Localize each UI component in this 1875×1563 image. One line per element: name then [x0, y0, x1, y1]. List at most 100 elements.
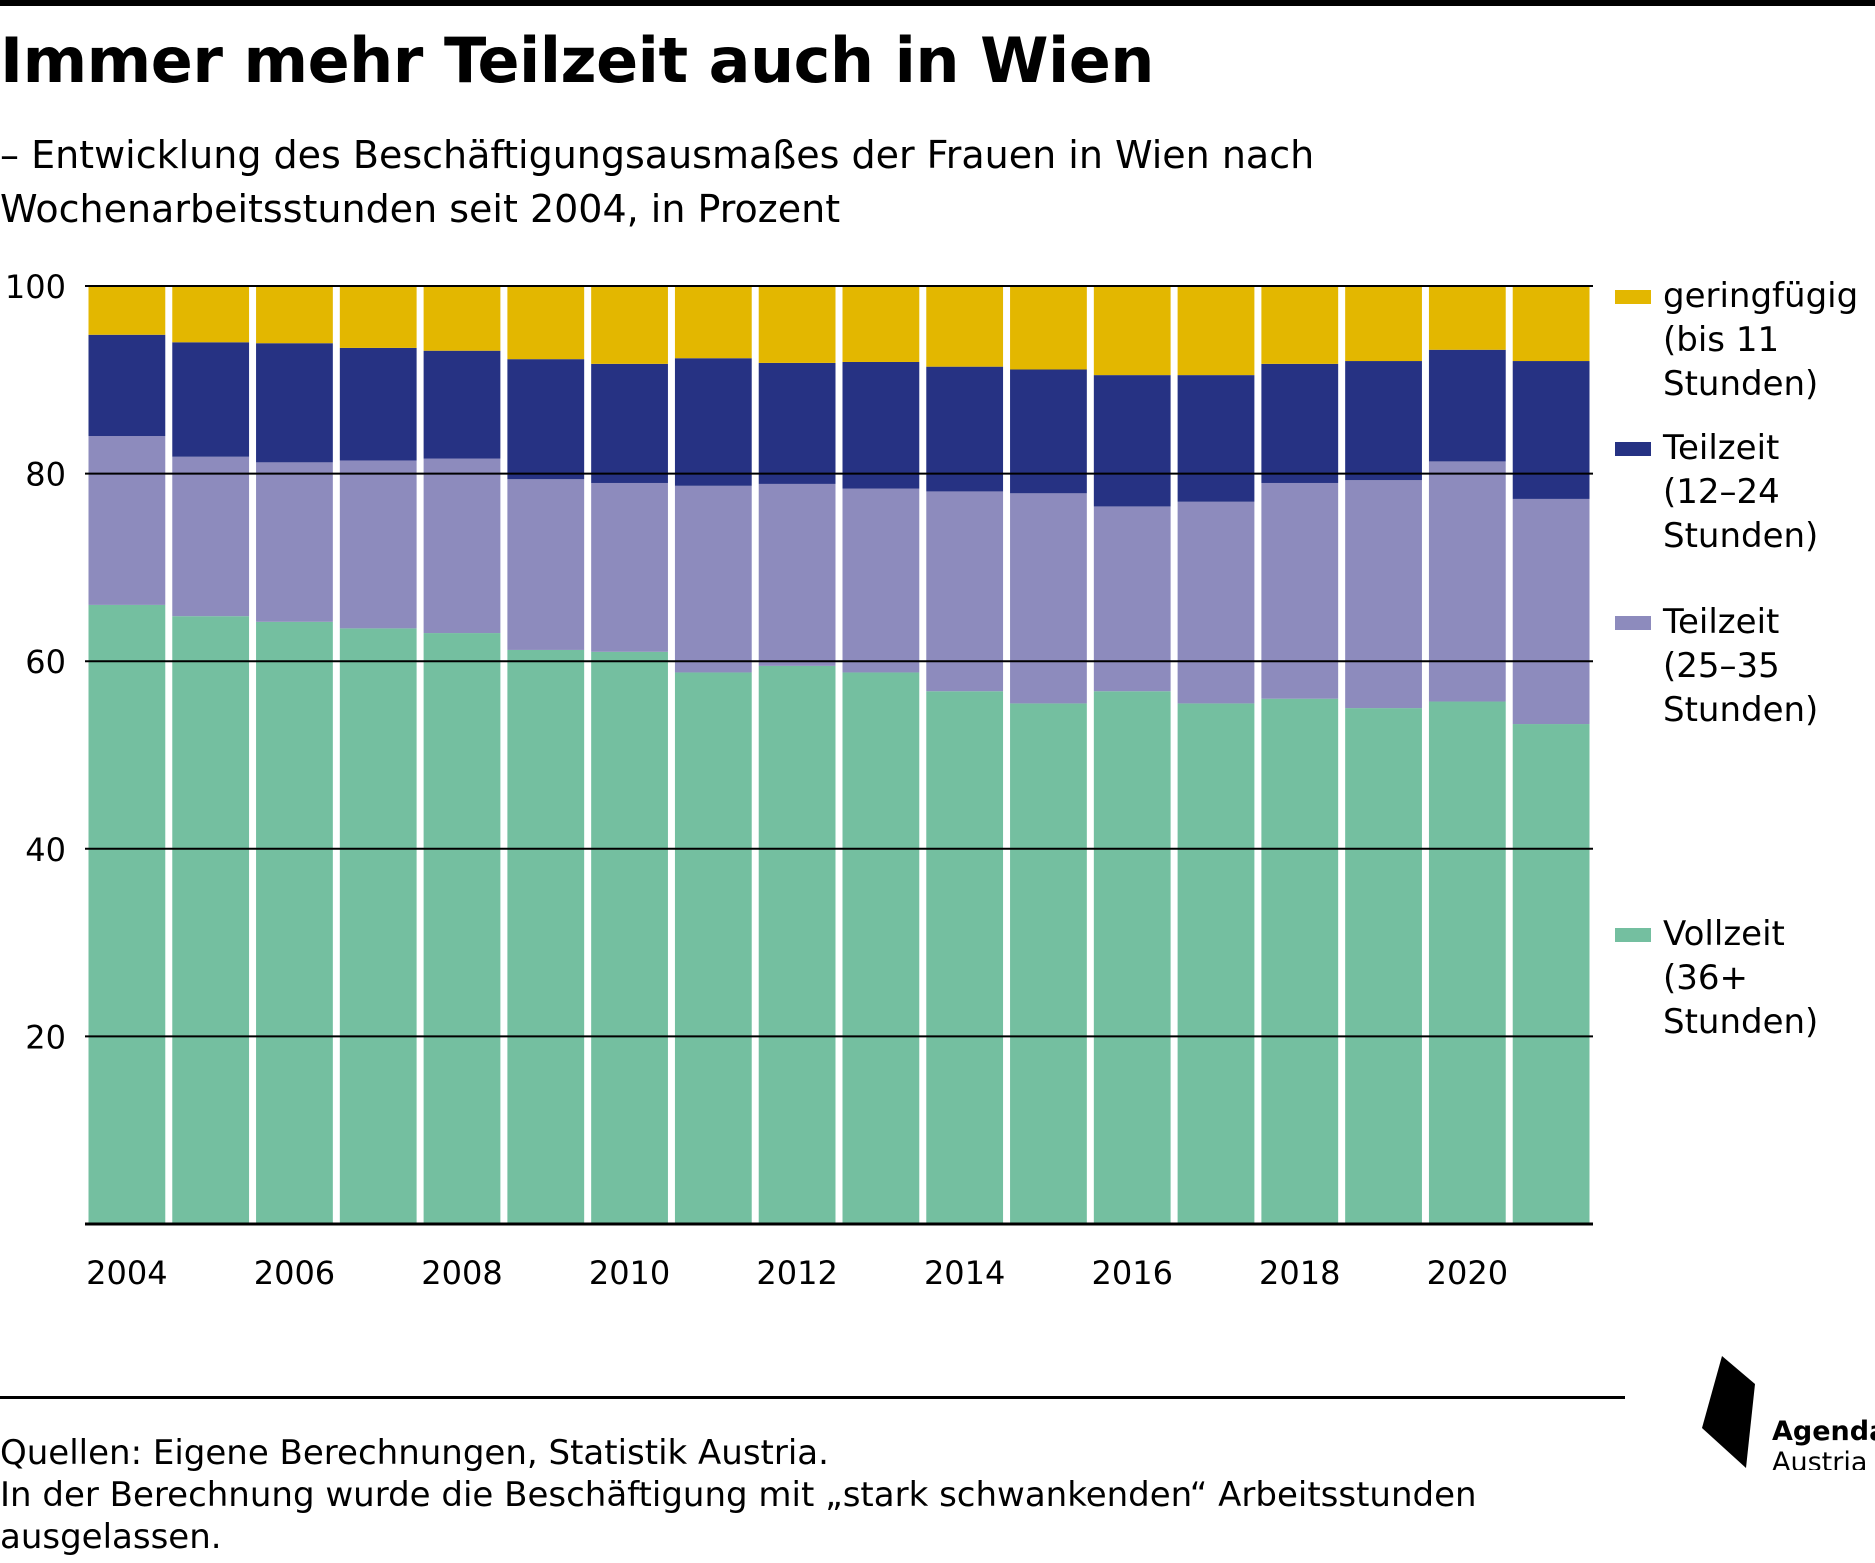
bar-segment-vollzeit-2020: [1428, 701, 1506, 1224]
bar-segment-geringfuegig-2013: [842, 286, 920, 362]
bar-segment-geringfuegig-2011: [674, 286, 752, 359]
bar-segment-vollzeit-2004: [88, 604, 166, 1224]
y-axis-ticks: 20 40 60 80 100: [5, 268, 66, 1056]
bar-segment-teilzeit_12_24-2014: [926, 366, 1004, 492]
bar-segment-vollzeit-2016: [1093, 691, 1171, 1224]
top-rule: [0, 0, 1875, 6]
bar-segment-teilzeit_12_24-2012: [758, 362, 836, 484]
bar-segment-geringfuegig-2019: [1345, 286, 1422, 362]
bar-segment-teilzeit_25_35-2016: [1093, 506, 1171, 692]
bar-segment-teilzeit_12_24-2020: [1428, 349, 1506, 462]
chart-subtitle: – Entwicklung des Beschäftigungsausmaßes…: [0, 133, 1315, 231]
bar-segment-teilzeit_12_24-2017: [1177, 375, 1255, 502]
bar-segment-teilzeit_25_35-2008: [423, 458, 501, 634]
bar-segment-teilzeit_12_24-2015: [1010, 369, 1087, 494]
bar-segment-vollzeit-2006: [256, 621, 333, 1224]
bar-segment-teilzeit_12_24-2006: [256, 343, 333, 463]
bar-segment-teilzeit_12_24-2004: [88, 334, 166, 437]
bar-segment-teilzeit_25_35-2018: [1261, 482, 1339, 699]
bar-segment-vollzeit-2009: [507, 649, 585, 1224]
bar-segment-teilzeit_25_35-2004: [88, 436, 166, 605]
bar-segment-teilzeit_25_35-2017: [1177, 501, 1255, 704]
agenda-austria-logo: Agenda Austria: [1702, 1356, 1875, 1470]
y-tick-label-100: 100: [5, 268, 66, 306]
x-tick-label-2008: 2008: [421, 1254, 502, 1292]
x-tick-label-2010: 2010: [589, 1254, 670, 1292]
bar-segment-geringfuegig-2008: [423, 286, 501, 351]
bar-segment-teilzeit_12_24-2016: [1093, 375, 1171, 507]
legend-label-geringfuegig: geringfügig (bis 11 Stunden): [1663, 276, 1859, 404]
bar-segment-vollzeit-2011: [674, 672, 752, 1224]
bar-segment-vollzeit-2014: [926, 691, 1004, 1224]
bar-segment-geringfuegig-2005: [172, 286, 250, 343]
bar-segment-geringfuegig-2014: [926, 286, 1004, 367]
bar-segment-vollzeit-2008: [423, 633, 501, 1224]
x-tick-label-2004: 2004: [86, 1254, 167, 1292]
x-tick-label-2006: 2006: [254, 1254, 335, 1292]
bar-segment-teilzeit_25_35-2005: [172, 456, 250, 617]
bar-segment-geringfuegig-2006: [256, 286, 333, 344]
logo-word-agenda: Agenda: [1772, 1416, 1875, 1447]
bar-segment-teilzeit_25_35-2006: [256, 462, 333, 622]
footer: Quellen: Eigene Berechnungen, Statistik …: [0, 1432, 1600, 1558]
bar-segment-geringfuegig-2012: [758, 286, 836, 363]
bar-segment-teilzeit_25_35-2009: [507, 479, 585, 650]
chart-title: Immer mehr Teilzeit auch in Wien: [0, 24, 1154, 97]
bar-segment-teilzeit_12_24-2011: [674, 358, 752, 486]
legend-label-teilzeit-12-24: Teilzeit (12–24 Stunden): [1663, 428, 1819, 556]
bottom-rule: [0, 1396, 1625, 1399]
legend-swatch-geringfuegig: [1615, 290, 1651, 304]
x-tick-label-2020: 2020: [1427, 1254, 1508, 1292]
bar-segment-geringfuegig-2021: [1512, 286, 1590, 362]
x-axis-ticks: 2004 2006 2008 2010 2012 2014 2016 2018 2020: [86, 1254, 1508, 1292]
logo-mark-icon: [1702, 1356, 1755, 1468]
bar-segment-geringfuegig-2017: [1177, 286, 1255, 376]
bar-segment-geringfuegig-2004: [88, 286, 166, 335]
legend-swatch-vollzeit: [1615, 928, 1651, 942]
x-tick-label-2018: 2018: [1259, 1254, 1340, 1292]
bar-segment-vollzeit-2007: [339, 628, 417, 1224]
bar-segment-geringfuegig-2020: [1428, 286, 1506, 350]
bar-segment-vollzeit-2013: [842, 672, 920, 1224]
bar-segment-teilzeit_12_24-2007: [339, 347, 417, 461]
bar-segment-teilzeit_25_35-2007: [339, 460, 417, 629]
bar-segment-teilzeit_12_24-2009: [507, 359, 585, 480]
bar-segment-vollzeit-2010: [591, 651, 668, 1224]
x-tick-label-2016: 2016: [1092, 1254, 1173, 1292]
bar-segment-teilzeit_12_24-2005: [172, 342, 250, 457]
bar-layer: [88, 286, 1590, 1224]
legend-swatch-teilzeit-25-35: [1615, 616, 1651, 630]
bar-segment-vollzeit-2015: [1010, 703, 1087, 1224]
bar-segment-teilzeit_12_24-2008: [423, 350, 501, 459]
logo-word-austria: Austria: [1772, 1447, 1867, 1470]
legend-swatch-teilzeit-12-24: [1615, 442, 1651, 456]
bar-segment-geringfuegig-2007: [339, 286, 417, 348]
bar-segment-teilzeit_25_35-2019: [1345, 480, 1422, 709]
bar-segment-vollzeit-2019: [1345, 708, 1422, 1224]
bar-segment-teilzeit_12_24-2010: [591, 363, 668, 483]
bar-segment-teilzeit_25_35-2020: [1428, 461, 1506, 702]
bar-segment-teilzeit_25_35-2021: [1512, 498, 1590, 725]
bar-segment-teilzeit_12_24-2019: [1345, 361, 1422, 481]
bar-segment-teilzeit_25_35-2015: [1010, 493, 1087, 704]
footer-sources: Quellen: Eigene Berechnungen, Statistik …: [0, 1433, 829, 1473]
bar-segment-geringfuegig-2015: [1010, 286, 1087, 370]
footer-note: In der Berechnung wurde die Beschäftigun…: [0, 1475, 1477, 1557]
bar-segment-teilzeit_25_35-2014: [926, 491, 1004, 692]
bar-segment-vollzeit-2021: [1512, 724, 1590, 1224]
stacked-bar-chart: 20 40 60 80 100 2004 2006 2008 2010 2012 2014 2016…: [5, 268, 1593, 1292]
bar-segment-teilzeit_12_24-2018: [1261, 363, 1339, 483]
y-tick-label-80: 80: [25, 456, 66, 494]
gridlines: [85, 285, 1593, 1226]
y-tick-label-40: 40: [25, 831, 66, 869]
bar-segment-teilzeit_12_24-2013: [842, 361, 920, 489]
legend-label-teilzeit-25-35: Teilzeit (25–35 Stunden): [1663, 602, 1819, 730]
bar-segment-geringfuegig-2010: [591, 286, 668, 364]
y-tick-label-20: 20: [25, 1018, 66, 1056]
bar-segment-teilzeit_25_35-2013: [842, 488, 920, 673]
legend-label-vollzeit: Vollzeit (36+ Stunden): [1663, 914, 1819, 1042]
bar-segment-teilzeit_25_35-2011: [674, 485, 752, 673]
bar-segment-teilzeit_12_24-2021: [1512, 361, 1590, 499]
bar-segment-vollzeit-2012: [758, 665, 836, 1224]
bar-segment-teilzeit_25_35-2010: [591, 482, 668, 652]
